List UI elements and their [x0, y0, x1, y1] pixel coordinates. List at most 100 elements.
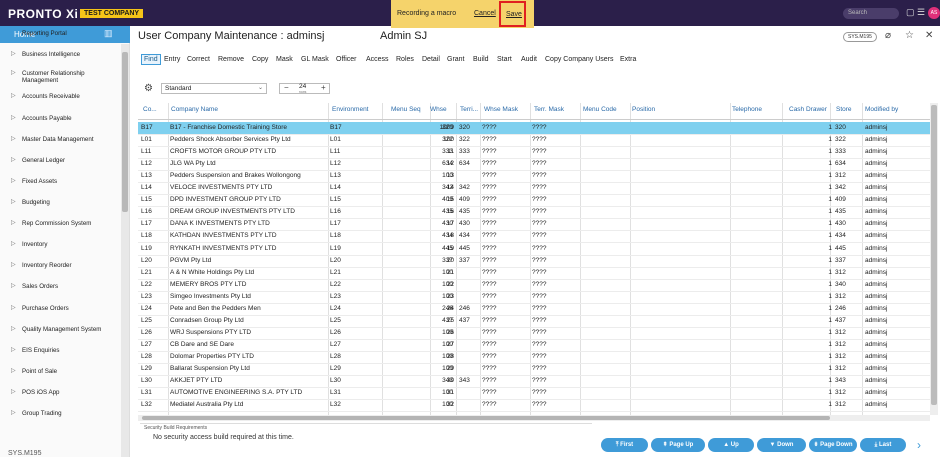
table-cell: ???? — [482, 401, 497, 409]
grid-horizontal-thumb[interactable] — [142, 416, 830, 420]
chevron-right-icon: ▷ — [11, 220, 16, 226]
grid-vertical-scrollbar[interactable] — [930, 103, 938, 415]
row-divider — [138, 206, 930, 208]
column-header[interactable]: Environment — [332, 106, 369, 113]
table-cell: ???? — [482, 232, 497, 240]
nav-button[interactable]: ⇞ Page Up — [651, 438, 705, 452]
menu-icon[interactable]: ☰ — [917, 7, 926, 17]
menu-item[interactable]: Roles — [396, 56, 414, 63]
column-header[interactable]: Whse — [430, 106, 447, 113]
nav-button[interactable]: ▲ Up — [708, 438, 754, 452]
gear-icon[interactable]: ⚙ — [144, 83, 153, 94]
menu-item[interactable]: Access — [366, 56, 389, 63]
nav-button[interactable]: ⤓ Last — [860, 438, 906, 452]
table-cell: ???? — [482, 172, 497, 180]
column-header[interactable]: Company Name — [171, 106, 218, 113]
security-panel — [140, 423, 592, 457]
rows-value[interactable]: 24 — [299, 83, 307, 90]
menu-item[interactable]: Find — [141, 54, 161, 65]
column-header[interactable]: Cash Drawer — [789, 106, 827, 113]
table-cell: 246 — [835, 304, 846, 312]
menu-item[interactable]: Audit — [521, 56, 537, 63]
table-cell: L27 — [330, 340, 341, 348]
table-cell: L21 — [141, 268, 152, 276]
table-cell: 13 — [446, 172, 454, 180]
table-cell: L13 — [141, 172, 152, 180]
chart-icon[interactable]: ▥ — [104, 28, 113, 38]
table-cell: L01 — [141, 136, 152, 144]
avatar[interactable]: AS — [928, 7, 940, 19]
grid-column-divider — [630, 103, 631, 415]
menu-item[interactable]: Start — [497, 56, 512, 63]
menu-item[interactable]: Build — [473, 56, 489, 63]
chevron-down-icon[interactable]: ⌄ — [258, 85, 264, 91]
grid-horizontal-scrollbar[interactable] — [138, 415, 930, 421]
column-header[interactable]: Store — [836, 106, 852, 113]
column-header[interactable]: Whse Mask — [484, 106, 518, 113]
sidebar-scrollbar[interactable] — [121, 44, 129, 457]
column-header[interactable]: Telephone — [732, 106, 762, 113]
table-cell: Pedders Suspension and Brakes Wollongong — [170, 172, 301, 180]
table-cell: 1 — [828, 340, 832, 348]
menu-item[interactable]: Extra — [620, 56, 637, 63]
close-icon[interactable]: ✕ — [925, 30, 934, 41]
nav-button[interactable]: ⤒ First — [601, 438, 648, 452]
menu-item[interactable]: Detail — [422, 56, 440, 63]
menu-item[interactable]: Grant — [447, 56, 465, 63]
table-cell: ???? — [482, 244, 497, 252]
column-header[interactable]: Menu Seq — [391, 106, 421, 113]
table-cell: PGVM Pty Ltd — [170, 256, 212, 264]
table-cell: ???? — [482, 365, 497, 372]
menu-item[interactable]: Correct — [187, 56, 210, 63]
table-cell: 342 — [442, 184, 453, 192]
menu-item[interactable]: Copy Company Users — [545, 56, 614, 63]
home-tab[interactable]: Home ▥ — [0, 26, 130, 43]
table-cell: JLG WA Pty Ltd — [170, 160, 216, 168]
star-icon[interactable]: ☆ — [905, 30, 914, 41]
menu-item[interactable]: Officer — [336, 56, 357, 63]
cancel-macro-link[interactable]: Cancel — [474, 10, 496, 17]
table-cell: 100 — [442, 268, 453, 276]
column-header[interactable]: Co... — [143, 106, 157, 113]
menu-item[interactable]: Mask — [276, 56, 293, 63]
column-header[interactable]: Terri... — [460, 106, 479, 113]
column-header[interactable]: Terr. Mask — [534, 106, 564, 113]
app-logo: PRONTO Xi — [8, 7, 79, 21]
table-cell: 100 — [442, 340, 453, 348]
table-row[interactable] — [138, 122, 930, 134]
save-macro-link[interactable]: Save — [506, 11, 522, 18]
table-cell: ???? — [482, 220, 497, 228]
menu-item[interactable]: GL Mask — [301, 56, 329, 63]
search-input[interactable]: Search — [843, 8, 899, 19]
grid-vertical-thumb[interactable] — [931, 105, 937, 405]
minus-icon[interactable]: − — [284, 83, 289, 92]
table-cell: L25 — [330, 316, 341, 324]
window-icon[interactable]: ▢ — [906, 7, 915, 17]
sidebar-item-label: Group Trading — [22, 410, 62, 417]
column-header[interactable]: Menu Code — [583, 106, 617, 113]
row-divider — [138, 375, 930, 376]
rows-stepper[interactable] — [279, 83, 330, 94]
table-cell: adminsj — [865, 401, 888, 409]
plus-icon[interactable]: + — [321, 83, 326, 92]
table-cell: 20 — [446, 256, 454, 264]
chevron-right-icon: ▷ — [11, 93, 16, 99]
table-cell: ???? — [482, 160, 497, 168]
menu-item[interactable]: Remove — [218, 56, 245, 63]
table-cell: 31 — [446, 389, 454, 397]
menu-item[interactable]: Entry — [164, 56, 181, 63]
table-cell: 1 — [828, 124, 832, 131]
table-cell: adminsj — [865, 148, 888, 156]
column-header[interactable]: Modified by — [865, 106, 899, 113]
table-cell: ???? — [532, 280, 547, 288]
nav-button[interactable]: ▼ Down — [757, 438, 806, 452]
table-cell: 1 — [828, 172, 832, 180]
menu-item[interactable]: Copy — [252, 56, 269, 63]
view-select[interactable]: Standard — [161, 83, 267, 94]
attachment-icon[interactable]: ⌀ — [885, 30, 892, 41]
column-header[interactable]: Position — [632, 106, 656, 113]
chevron-right-icon[interactable]: › — [917, 438, 921, 452]
nav-button[interactable]: ⇟ Page Down — [809, 438, 857, 452]
table-cell: 634 — [835, 160, 846, 168]
sidebar-scroll-thumb[interactable] — [122, 52, 128, 212]
